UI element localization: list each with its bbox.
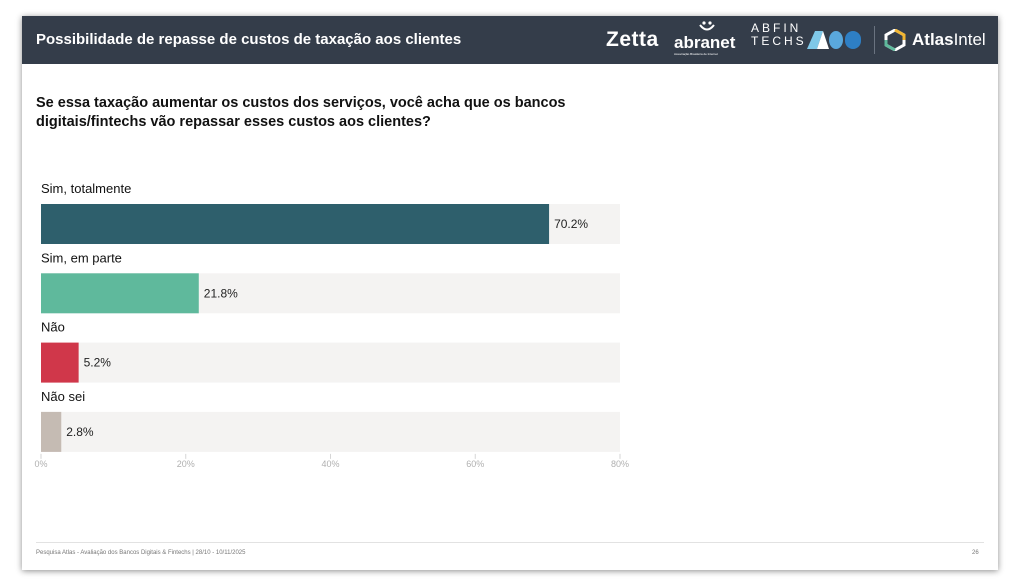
footer-divider [36, 542, 984, 543]
header-bar: Possibilidade de repasse de custos de ta… [22, 16, 998, 64]
category-label: Não [41, 320, 65, 335]
atlas-wordmark: AtlasIntel [912, 30, 986, 50]
survey-question: Se essa taxação aumentar os custos dos s… [36, 95, 566, 130]
bar-track [41, 411, 620, 452]
abfin-line-2: TECHS [751, 34, 807, 48]
footer-source: Pesquisa Atlas - Avaliação dos Bancos Di… [36, 550, 246, 556]
logo-divider [874, 26, 875, 54]
x-tick-label: 0% [34, 459, 47, 469]
category-label: Sim, em parte [41, 250, 122, 265]
abranet-logo: abranet Associação Brasileira de Interne… [674, 20, 740, 60]
bar-chart: Sim, totalmente 70.2% Sim, em parte 21.8% Nã… [34, 181, 629, 469]
bar [41, 273, 199, 314]
category-label: Não sei [41, 389, 85, 404]
data-label: 70.2% [554, 217, 588, 231]
data-label: 21.8% [204, 286, 238, 300]
slide: Possibilidade de repasse de custos de ta… [22, 16, 998, 570]
data-label: 5.2% [84, 356, 112, 370]
bar [41, 342, 79, 383]
x-tick-label: 60% [466, 459, 484, 469]
data-label: 2.8% [66, 425, 94, 439]
category-label: Sim, totalmente [41, 181, 131, 196]
abfintechs-logo: ABFIN TECHS [751, 22, 807, 48]
x-tick-label: 40% [321, 459, 339, 469]
x-tick-label: 80% [611, 459, 629, 469]
acd-logo-icon [807, 31, 861, 49]
zetta-logo: Zetta [606, 28, 659, 51]
abranet-wordmark: abranet [674, 33, 736, 52]
abfin-line-1: ABFIN [751, 21, 802, 35]
bar [41, 411, 62, 452]
bar-track [41, 342, 620, 383]
page-number: 26 [972, 550, 979, 556]
bar [41, 204, 550, 244]
atlas-wordmark-bold: Atlas [912, 30, 954, 49]
abranet-subtitle: Associação Brasileira de Internet [674, 52, 718, 56]
x-tick-label: 20% [177, 459, 195, 469]
atlas-wordmark-regular: Intel [953, 30, 986, 49]
abranet-smile-icon [699, 21, 715, 31]
page-title: Possibilidade de repasse de custos de ta… [36, 31, 462, 48]
atlas-mark-icon [884, 29, 906, 51]
